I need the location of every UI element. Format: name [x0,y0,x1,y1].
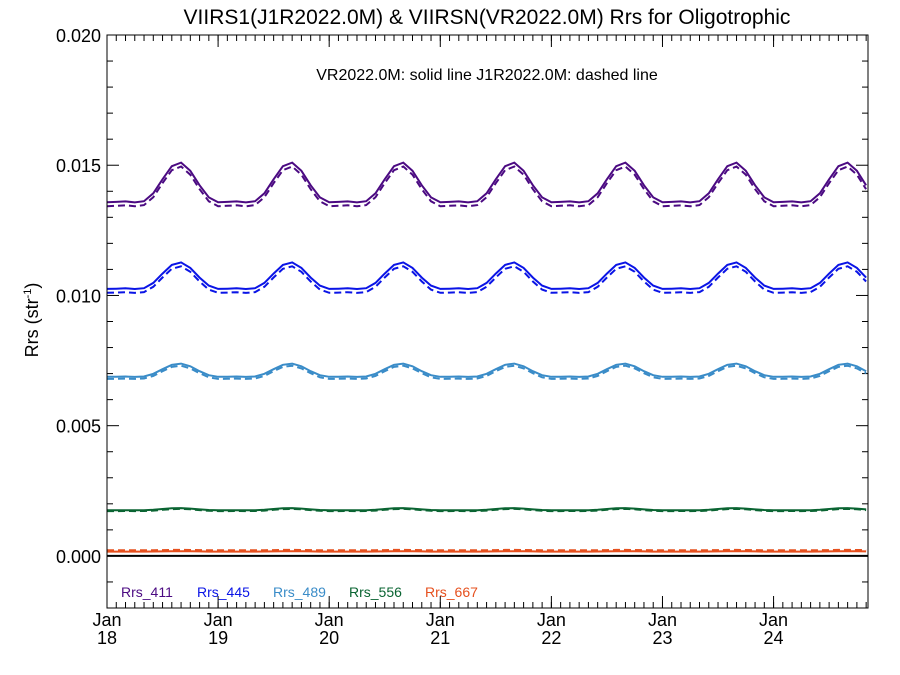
x-tick-month: Jan [315,610,344,630]
series-rrs_445-solid [106,261,867,291]
line-style-annotation: VR2022.0M: solid line J1R2022.0M: dashed… [316,67,658,84]
series-rrs_411-dashed [106,165,867,208]
y-tick-labels: 0.000 0.005 0.010 0.015 0.020 [56,26,101,567]
y-tick-label: 0.015 [56,156,101,176]
x-tick-month: Jan [204,610,233,630]
x-tick-month: Jan [92,610,121,630]
y-tick-label: 0.005 [56,417,101,437]
axis-ticks [106,34,868,609]
x-tick-month: Jan [537,610,566,630]
series-lines [106,161,867,553]
legend: Rrs_411 Rrs_445 Rrs_489 Rrs_556 Rrs_667 [121,584,478,600]
series-rrs_556-dashed [107,507,867,513]
series-rrs_411-solid [106,161,867,204]
x-tick-year: 24 [764,628,784,648]
y-tick-label: 0.000 [56,547,101,567]
x-tick-year: 18 [97,628,117,648]
x-tick-year: 19 [208,628,228,648]
y-tick-label: 0.010 [56,286,101,306]
x-tick-month: Jan [759,610,788,630]
plot-frame [106,34,869,609]
x-tick-year: 23 [652,628,672,648]
series-rrs_445-dashed [106,265,867,294]
legend-rrs_556: Rrs_556 [349,584,402,600]
x-tick-year: 22 [541,628,561,648]
x-tick-year: 20 [319,628,339,648]
y-tick-label: 0.020 [56,26,101,46]
x-tick-year: 21 [430,628,450,648]
legend-rrs_445: Rrs_445 [197,584,250,600]
legend-rrs_667: Rrs_667 [425,584,478,600]
series-rrs_489-solid [106,362,867,378]
chart-title: VIIRS1(J1R2022.0M) & VIIRSN(VR2022.0M) R… [184,6,791,29]
x-tick-month: Jan [426,610,455,630]
legend-rrs_489: Rrs_489 [273,584,326,600]
x-tick-month: Jan [648,610,677,630]
legend-rrs_411: Rrs_411 [121,584,173,600]
series-rrs_489-dashed [106,364,867,380]
y-axis-label: Rrs (str-1) [22,283,42,358]
